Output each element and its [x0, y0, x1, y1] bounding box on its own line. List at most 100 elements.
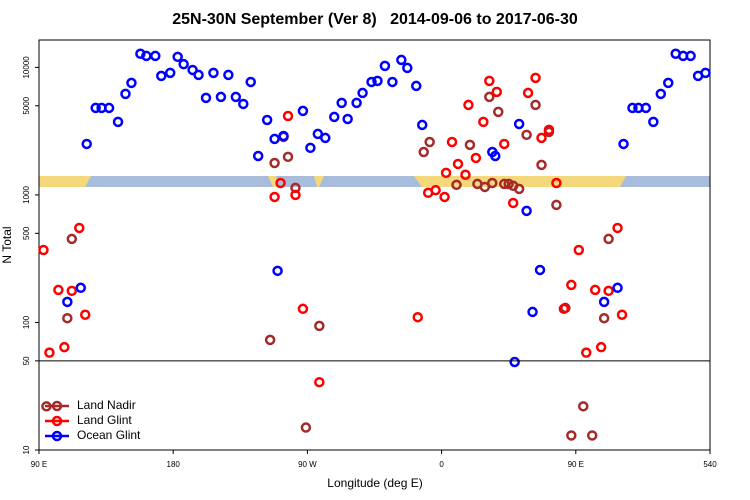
point [491, 86, 503, 98]
point [59, 341, 70, 353]
point [543, 124, 555, 136]
x-tick-label: 90 E [568, 460, 584, 469]
point [598, 296, 610, 308]
band-day [39, 176, 91, 187]
point [269, 191, 280, 203]
point [416, 119, 428, 131]
point [412, 311, 423, 323]
day-night-band [39, 176, 710, 187]
point [336, 97, 347, 109]
point [566, 279, 577, 291]
point [261, 114, 273, 126]
point [208, 67, 219, 79]
point [484, 75, 495, 87]
point [460, 169, 471, 180]
point [38, 244, 49, 256]
legend-marker [51, 430, 63, 442]
point [616, 309, 628, 320]
point [464, 139, 476, 151]
point [141, 50, 152, 62]
point [314, 320, 325, 332]
band-night [39, 176, 710, 187]
point [513, 118, 525, 130]
point [493, 106, 504, 118]
point [282, 151, 294, 163]
point [558, 303, 570, 315]
point [478, 116, 489, 128]
point [603, 233, 614, 245]
band-day [314, 176, 324, 187]
point [90, 102, 101, 114]
point [305, 142, 316, 154]
point [446, 136, 458, 148]
point [81, 138, 92, 150]
point [245, 76, 256, 88]
point [193, 69, 204, 81]
x-tick-label: 540 [703, 460, 717, 469]
y-tick-label: 1000 [22, 185, 31, 203]
point [342, 113, 353, 125]
point [463, 99, 474, 111]
point [272, 265, 283, 277]
point [62, 296, 73, 308]
point [440, 167, 452, 179]
point [200, 92, 212, 104]
point [418, 146, 429, 158]
point [578, 401, 589, 412]
point [66, 285, 78, 297]
point [328, 111, 340, 123]
point [551, 199, 562, 211]
point [527, 306, 538, 318]
point [490, 150, 501, 162]
point [573, 244, 585, 256]
point [627, 102, 638, 114]
point [424, 136, 435, 148]
point [498, 138, 510, 150]
legend-marker [51, 400, 63, 412]
point [164, 67, 176, 79]
x-tick-label: 180 [167, 460, 181, 469]
y-tick-label: 10000 [22, 56, 31, 79]
point [120, 88, 131, 100]
point [75, 282, 87, 294]
x-axis-label: Longitude (deg E) [327, 476, 422, 490]
y-tick-label: 500 [22, 226, 31, 240]
point [44, 347, 55, 358]
point [648, 116, 659, 128]
point [595, 341, 607, 353]
point [278, 130, 289, 142]
point [269, 133, 280, 145]
legend-marker [51, 415, 63, 427]
point [230, 91, 242, 103]
point [598, 312, 610, 324]
point [396, 54, 407, 66]
point [312, 128, 324, 140]
legend-label: Land Nadir [77, 398, 136, 412]
point [662, 77, 674, 89]
point [178, 58, 189, 70]
point [589, 284, 601, 296]
point [150, 50, 161, 62]
point [187, 64, 198, 76]
point [366, 76, 377, 88]
legend-label: Land Glint [77, 413, 132, 427]
y-tick-label: 100 [22, 315, 31, 329]
y-tick-label: 50 [22, 356, 31, 365]
point [126, 77, 137, 89]
point [507, 197, 519, 209]
point [62, 312, 73, 324]
point [387, 76, 398, 88]
point [430, 184, 441, 196]
point [290, 189, 301, 201]
point [530, 99, 541, 111]
x-tick-label: 90 W [298, 460, 317, 469]
point [320, 132, 331, 144]
point [74, 222, 85, 234]
point [172, 51, 183, 63]
point [521, 129, 532, 141]
point [470, 152, 482, 164]
point [223, 69, 234, 81]
point [534, 264, 546, 276]
point [439, 191, 450, 203]
